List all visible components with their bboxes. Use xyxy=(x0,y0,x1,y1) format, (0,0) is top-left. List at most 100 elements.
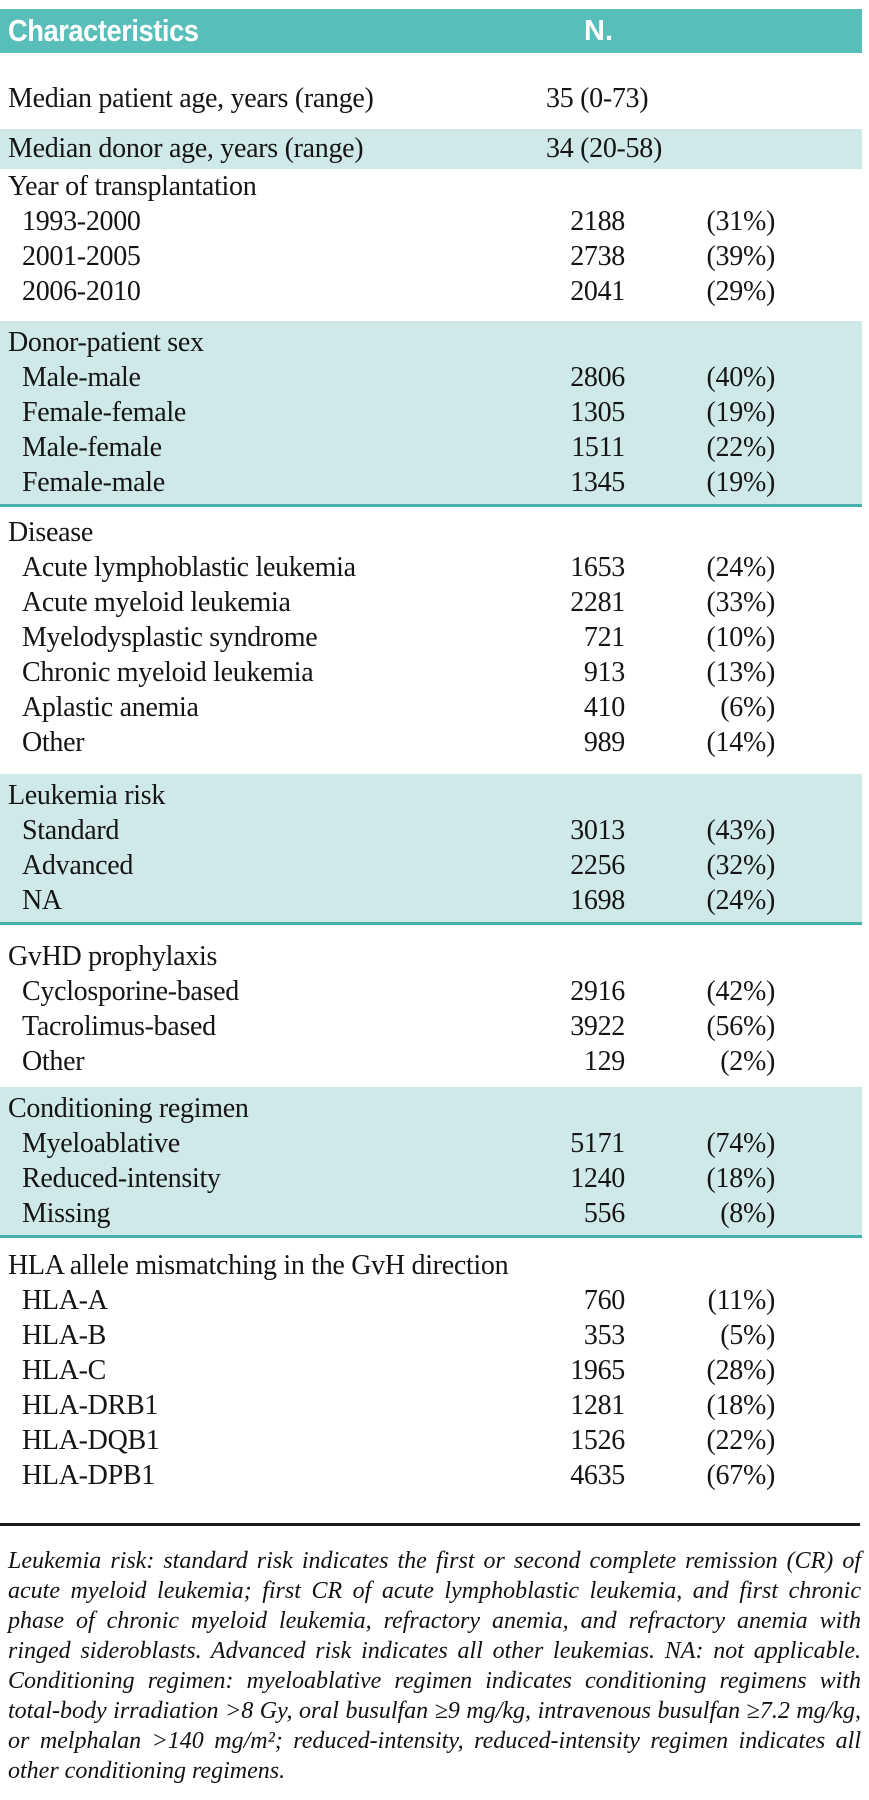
footnote-line: phase of chronic myeloid leukemia, refra… xyxy=(8,1608,861,1634)
row-label: Acute lymphoblastic leukemia xyxy=(22,551,356,583)
table-row: Missing 556 (8%) xyxy=(0,1196,862,1231)
table-section: Leukemia risk Standard 3013 (43%) Advanced 22… xyxy=(0,774,862,925)
row-count: 2041 xyxy=(570,275,625,307)
column-header-n: N. xyxy=(584,15,613,47)
row-percent: (14%) xyxy=(706,726,776,758)
table-section: GvHD prophylaxis Cyclosporine-based 2916 (4… xyxy=(0,939,869,1079)
row-label: Myelodysplastic syndrome xyxy=(22,621,318,653)
table-row: Male-female 1511 (22%) xyxy=(0,430,862,465)
section-title: Donor-patient sex xyxy=(8,326,204,358)
table-header-bar: Characteristics N. xyxy=(0,9,862,53)
row-percent: (32%) xyxy=(706,849,776,881)
table-row: NA 1698 (24%) xyxy=(0,883,862,918)
table-row: Advanced 2256 (32%) xyxy=(0,848,862,883)
row-count: 1345 xyxy=(570,466,625,498)
row-percent: (24%) xyxy=(706,884,776,916)
table-row: Reduced-intensity 1240 (18%) xyxy=(0,1161,862,1196)
section-title: Disease xyxy=(8,516,93,548)
row-count: 2188 xyxy=(570,205,625,237)
section-title: Conditioning regimen xyxy=(8,1092,249,1124)
row-count: 1511 xyxy=(571,431,625,463)
row-label: Male-female xyxy=(22,431,162,463)
section-header-row: Year of transplantation xyxy=(0,169,869,204)
row-label: Advanced xyxy=(22,849,134,881)
row-label: 1993-2000 xyxy=(22,205,141,237)
row-label: NA xyxy=(22,884,62,916)
footnote-line: Conditioning regimen: myeloablative regi… xyxy=(8,1668,861,1694)
row-percent: (6%) xyxy=(720,691,775,723)
row-label: HLA-A xyxy=(22,1284,108,1316)
section-title: Year of transplantation xyxy=(8,170,257,202)
row-label: Acute myeloid leukemia xyxy=(22,586,291,618)
table-row: Other 989 (14%) xyxy=(0,725,869,760)
row-value: 35 (0-73) xyxy=(546,83,649,114)
row-percent: (8%) xyxy=(720,1197,775,1229)
table-row: Acute lymphoblastic leukemia 1653 (24%) xyxy=(0,550,869,585)
row-count: 2281 xyxy=(570,586,625,618)
table-row: Tacrolimus-based 3922 (56%) xyxy=(0,1009,869,1044)
row-percent: (67%) xyxy=(706,1459,776,1491)
footnote-line: ringed sideroblasts. Advanced risk indic… xyxy=(8,1638,861,1664)
table-row: HLA-DPB1 4635 (67%) xyxy=(0,1458,869,1493)
row-label: HLA-C xyxy=(22,1354,107,1386)
table-row: Myeloablative 5171 (74%) xyxy=(0,1126,862,1161)
section-header-row: HLA allele mismatching in the GvH direct… xyxy=(0,1248,869,1283)
table-row: Female-male 1345 (19%) xyxy=(0,465,862,500)
table-row: HLA-B 353 (5%) xyxy=(0,1318,869,1353)
table-row: HLA-C 1965 (28%) xyxy=(0,1353,869,1388)
table-section: Disease Acute lymphoblastic leukemia 1653 (… xyxy=(0,515,869,760)
row-percent: (33%) xyxy=(706,586,776,618)
row-percent: (18%) xyxy=(706,1162,776,1194)
row-label: Other xyxy=(22,1045,85,1077)
table-row: 2001-2005 2738 (39%) xyxy=(0,239,869,274)
row-percent: (39%) xyxy=(706,240,776,272)
row-percent: (28%) xyxy=(706,1354,776,1386)
row-percent: (56%) xyxy=(706,1010,776,1042)
row-label: Other xyxy=(22,726,85,758)
footnote-divider xyxy=(0,1523,860,1526)
row-percent: (11%) xyxy=(707,1284,776,1316)
table-row: Male-male 2806 (40%) xyxy=(0,360,862,395)
table-row: Cyclosporine-based 2916 (42%) xyxy=(0,974,869,1009)
row-percent: (19%) xyxy=(706,466,776,498)
row-count: 721 xyxy=(583,621,625,653)
table-row: HLA-DQB1 1526 (22%) xyxy=(0,1423,869,1458)
footnote-line: total-body irradiation >8 Gy, oral busul… xyxy=(8,1698,861,1724)
row-percent: (22%) xyxy=(706,431,776,463)
table-row: Chronic myeloid leukemia 913 (13%) xyxy=(0,655,869,690)
column-header-characteristics: Characteristics xyxy=(8,13,199,48)
row-percent: (24%) xyxy=(706,551,776,583)
row-count: 1281 xyxy=(570,1389,625,1421)
row-percent: (42%) xyxy=(706,975,776,1007)
section-title: GvHD prophylaxis xyxy=(8,940,218,972)
row-count: 556 xyxy=(583,1197,625,1229)
row-percent: (29%) xyxy=(706,275,776,307)
footnote-line: or melphalan >140 mg/m²; reduced-intensi… xyxy=(8,1728,861,1754)
row-count: 1305 xyxy=(570,396,625,428)
table-row: 2006-2010 2041 (29%) xyxy=(0,274,869,309)
section-header-row: Conditioning regimen xyxy=(0,1091,862,1126)
row-label: HLA-B xyxy=(22,1319,107,1351)
row-label: 2006-2010 xyxy=(22,275,141,307)
row-label: Reduced-intensity xyxy=(22,1162,221,1194)
table-row: Median donor age, years (range) 34 (20-58… xyxy=(0,129,862,169)
row-count: 2256 xyxy=(570,849,625,881)
row-label: Median patient age, years (range) xyxy=(8,83,374,114)
section-header-row: Donor-patient sex xyxy=(0,325,862,360)
row-count: 1965 xyxy=(570,1354,625,1386)
row-label: Aplastic anemia xyxy=(22,691,199,723)
row-percent: (40%) xyxy=(706,361,776,393)
section-header-row: Leukemia risk xyxy=(0,778,862,813)
footnote-line: acute myeloid leukemia; first CR of acut… xyxy=(8,1578,861,1604)
row-count: 2738 xyxy=(570,240,625,272)
section-header-row: GvHD prophylaxis xyxy=(0,939,869,974)
row-count: 760 xyxy=(583,1284,625,1316)
row-count: 913 xyxy=(583,656,625,688)
row-percent: (5%) xyxy=(720,1319,775,1351)
row-percent: (74%) xyxy=(706,1127,776,1159)
row-count: 353 xyxy=(583,1319,625,1351)
row-count: 2806 xyxy=(570,361,625,393)
table-row: Female-female 1305 (19%) xyxy=(0,395,862,430)
section-title: HLA allele mismatching in the GvH direct… xyxy=(8,1249,509,1281)
